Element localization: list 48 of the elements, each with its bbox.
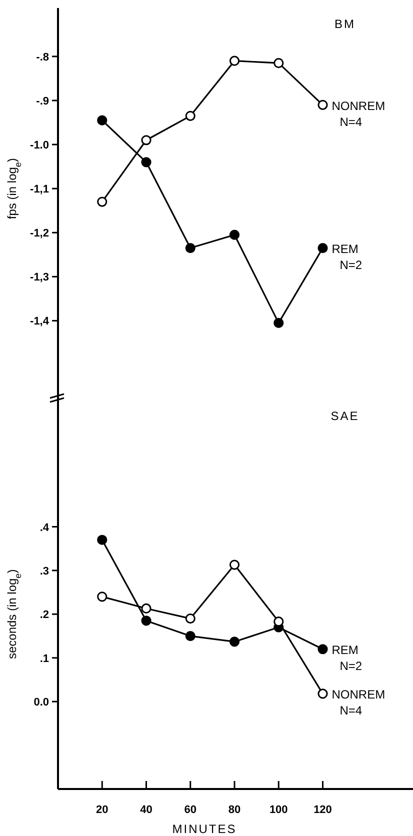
point [97,196,108,207]
point [229,636,240,647]
y-tick-label: .3 [40,565,49,578]
point [185,110,196,121]
y-tick-label: -1.0 [30,140,49,152]
y-tick-label: -.9 [36,95,49,108]
point [141,616,152,626]
point [97,115,108,126]
point [229,230,240,240]
text: BM [334,17,356,31]
y-tick-label: -1,3 [30,272,49,284]
x-tick-label: 120 [314,804,332,816]
y-tick-label: -.8 [36,51,49,64]
point [141,135,152,146]
x-axis-title: MINUTES [172,822,237,836]
series-label: NONREM N=4 [332,98,386,129]
point [141,157,152,168]
x-tick-label: 20 [96,804,108,816]
point [97,592,108,602]
point [229,560,240,570]
point [318,100,328,110]
point [185,613,196,624]
y-tick-label: -1,4 [30,316,50,328]
point [141,603,152,614]
series-label: REM N=2 [332,242,362,272]
point [274,58,284,68]
point [318,688,328,699]
point [274,616,284,627]
series-label: REM N=2 [332,643,362,674]
series-label: NONREM N=4 [332,688,386,718]
point [274,318,284,328]
y-tick-label: -1,2 [30,228,49,240]
y-tick-label: .1 [40,652,49,665]
y-tick-label: .4 [40,522,50,534]
point [185,630,196,642]
x-tick-label: 60 [184,804,196,816]
point [97,534,108,545]
point [185,242,196,254]
point [229,56,240,66]
y-tick-label: 0.0 [34,696,49,709]
point [318,644,328,654]
text: SAE [330,409,360,423]
y-tick-label: -1,1 [30,184,49,196]
x-tick-label: 80 [228,804,241,816]
point [318,242,328,254]
x-tick-label: 100 [269,804,288,816]
y-tick-label: .2 [40,609,49,622]
x-tick-label: 40 [140,804,152,816]
